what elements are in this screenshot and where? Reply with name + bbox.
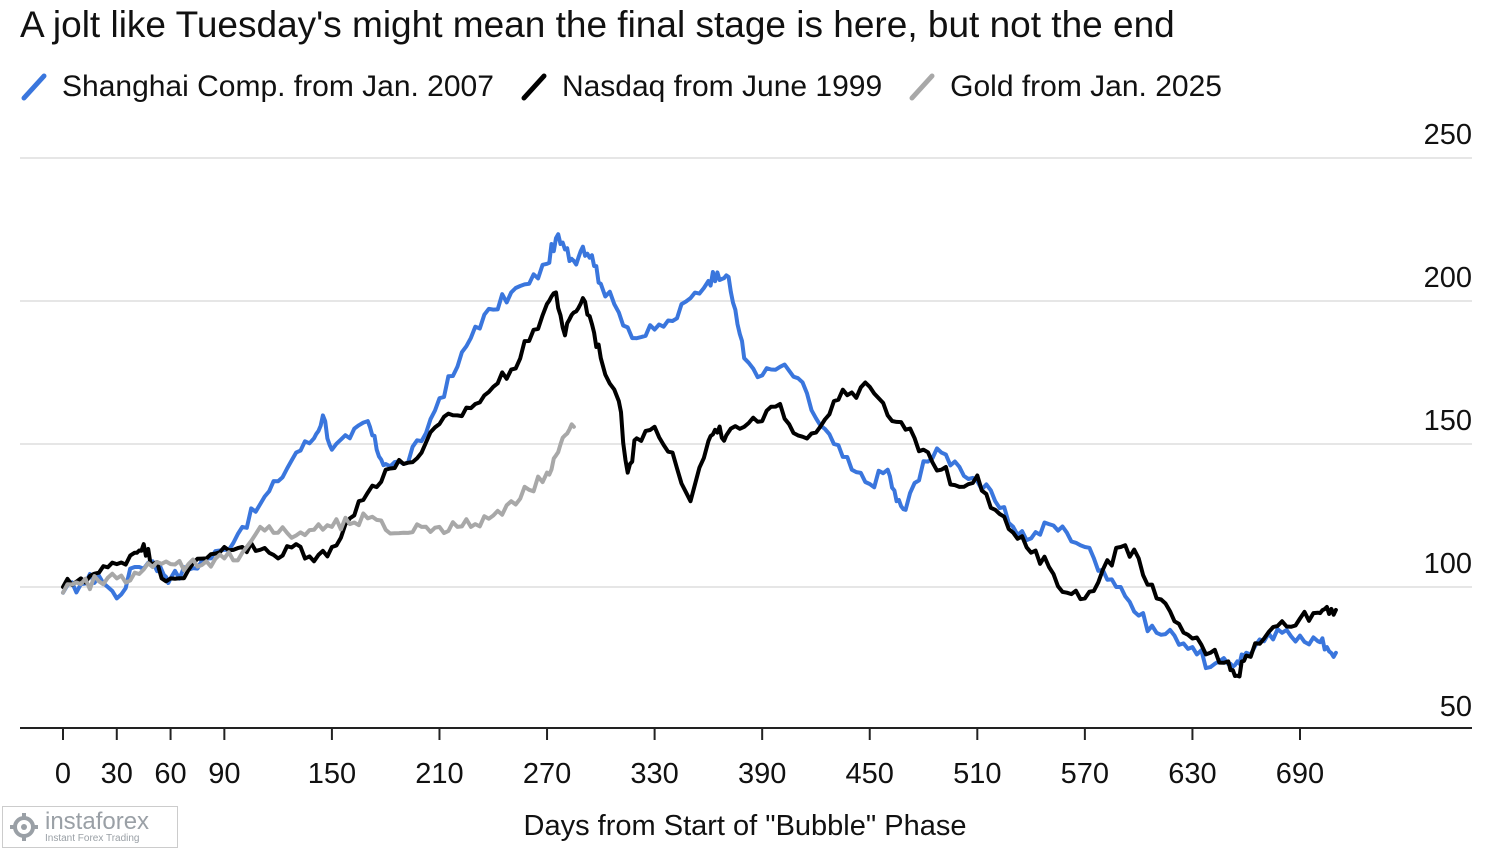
x-tick-label: 60	[154, 758, 186, 790]
y-tick-label: 200	[1424, 262, 1472, 294]
x-tick-label: 570	[1061, 758, 1109, 790]
x-axis-title: Days from Start of "Bubble" Phase	[523, 810, 967, 842]
x-tick-label: 450	[846, 758, 894, 790]
y-tick-label: 50	[1440, 691, 1472, 723]
legend-label-nasdaq: Nasdaq from June 1999	[561, 70, 883, 103]
x-tick-label: 30	[101, 758, 133, 790]
legend: Shanghai Comp. from Jan. 2007 Nasdaq fro…	[20, 66, 1222, 108]
x-tick-label: 210	[415, 758, 463, 790]
series-line-gold	[61, 422, 576, 595]
x-tick-label: 270	[523, 758, 571, 790]
series-line-shanghai	[61, 232, 1338, 671]
legend-swatch-gold	[909, 73, 935, 101]
x-tick-label: 330	[630, 758, 678, 790]
legend-item-gold: Gold from Jan. 2025	[908, 70, 1222, 104]
y-tick-label: 250	[1424, 119, 1472, 151]
series-line-nasdaq	[61, 290, 1338, 679]
gridlines	[20, 157, 1472, 588]
axes: 50 100 150 200 250 0 30 60 90 150 210 270 330 390 450 5…	[20, 119, 1472, 790]
legend-swatch-nasdaq	[521, 73, 547, 101]
legend-swatch-shanghai	[21, 73, 47, 101]
x-tick-label: 510	[953, 758, 1001, 790]
x-tick-label: 90	[208, 758, 240, 790]
legend-label-gold: Gold from Jan. 2025	[950, 70, 1222, 103]
x-tick-label: 390	[738, 758, 786, 790]
x-tick-label: 630	[1168, 758, 1216, 790]
instaforex-logo-icon	[10, 813, 38, 841]
x-tick-label: 690	[1276, 758, 1324, 790]
legend-item-shanghai: Shanghai Comp. from Jan. 2007	[20, 70, 494, 104]
series-lines	[61, 232, 1338, 679]
y-tick-label: 150	[1424, 405, 1472, 437]
x-tick-label: 150	[308, 758, 356, 790]
legend-item-nasdaq: Nasdaq from June 1999	[520, 70, 882, 104]
watermark-brand: instaforex	[45, 808, 150, 835]
y-tick-label: 100	[1424, 548, 1472, 580]
legend-label-shanghai: Shanghai Comp. from Jan. 2007	[62, 70, 494, 103]
chart-title: A jolt like Tuesday's might mean the fin…	[20, 4, 1175, 45]
watermark-logo: instaforex Instant Forex Trading	[2, 806, 178, 848]
x-tick-label: 0	[55, 758, 71, 790]
watermark-subtitle: Instant Forex Trading	[45, 833, 140, 844]
